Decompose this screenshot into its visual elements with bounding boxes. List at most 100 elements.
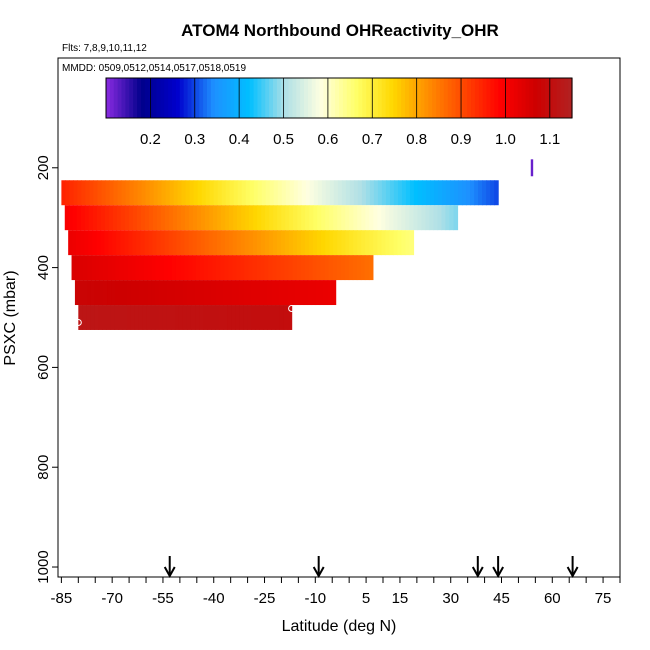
- data-cell: [244, 230, 250, 256]
- data-cell: [175, 280, 180, 306]
- data-cell: [325, 230, 330, 256]
- data-cell: [199, 280, 204, 306]
- data-cell: [434, 180, 439, 206]
- data-cell: [255, 280, 261, 306]
- data-cell: [333, 180, 339, 206]
- data-cell: [349, 180, 355, 206]
- colorbar: 0.2 0.3 0.4 0.5 0.6 0.7 0.8 0.9 1.0 1.1: [105, 77, 573, 148]
- data-cell: [186, 305, 192, 330]
- data-cell: [177, 180, 183, 206]
- data-cell: [417, 180, 423, 206]
- data-cell: [141, 180, 147, 206]
- data-cell: [292, 255, 298, 281]
- colorbar-tick-label: 0.7: [362, 131, 383, 148]
- data-cell: [111, 280, 116, 306]
- colorbar-segment: [373, 78, 379, 118]
- data-cell: [257, 205, 262, 231]
- data-cell: [337, 230, 342, 256]
- data-cell: [421, 205, 427, 231]
- data-cell: [273, 205, 278, 231]
- data-cell: [160, 230, 166, 256]
- data-cell: [132, 230, 138, 256]
- data-cell: [184, 205, 190, 231]
- data-cell: [486, 180, 491, 206]
- data-cell: [317, 230, 322, 256]
- colorbar-segment: [210, 78, 216, 118]
- data-cell: [273, 180, 279, 206]
- colorbar-segment: [179, 78, 185, 118]
- data-cell: [239, 305, 244, 330]
- data-cell: [162, 305, 168, 330]
- data-cell: [360, 255, 366, 281]
- data-cell: [188, 255, 193, 281]
- data-cell: [315, 280, 321, 306]
- colorbar-segment: [284, 78, 290, 118]
- data-cell: [361, 205, 366, 231]
- data-cell: [299, 280, 305, 306]
- data-cell: [129, 180, 135, 206]
- data-cell: [337, 205, 342, 231]
- chart-title: ATOM4 Northbound OHReactivity_OHR: [181, 21, 499, 40]
- data-cell: [209, 205, 214, 231]
- data-cell: [264, 255, 270, 281]
- data-cell: [248, 255, 253, 281]
- data-cell: [106, 305, 112, 330]
- data-cell: [176, 230, 182, 256]
- x-axis-label: Latitude (deg N): [282, 618, 397, 635]
- colorbar-segment: [471, 78, 476, 118]
- data-cell: [364, 255, 370, 281]
- colorbar-segment: [280, 78, 286, 118]
- data-cell: [300, 255, 306, 281]
- data-cell: [325, 205, 330, 231]
- data-cell: [184, 255, 189, 281]
- flight-arrows: [163, 556, 579, 579]
- data-cell: [145, 180, 151, 206]
- data-cell: [369, 205, 374, 231]
- data-cell: [405, 205, 411, 231]
- data-cell: [277, 205, 282, 231]
- data-cell: [344, 255, 350, 281]
- colorbar-segment: [203, 78, 208, 118]
- data-cell: [90, 305, 96, 330]
- x-tick-label: 45: [493, 590, 510, 607]
- data-cell: [313, 180, 319, 206]
- data-cell: [441, 205, 447, 231]
- colorbar-segment: [292, 78, 297, 118]
- data-cell: [190, 305, 196, 330]
- data-cell: [152, 205, 158, 231]
- data-cell: [368, 255, 374, 281]
- data-cell: [80, 205, 86, 231]
- data-cell: [103, 255, 109, 281]
- data-cell: [263, 305, 269, 330]
- x-tick-label: 60: [544, 590, 561, 607]
- colorbar-segment: [420, 78, 426, 118]
- x-tick-label: 15: [392, 590, 409, 607]
- data-cell: [225, 180, 231, 206]
- y-axis: 200 400 600 800 1000: [35, 155, 59, 584]
- data-cell: [171, 255, 177, 281]
- data-cell: [449, 205, 455, 231]
- data-cell: [490, 180, 495, 206]
- data-cell: [474, 180, 479, 206]
- data-cell: [79, 255, 85, 281]
- data-cell: [91, 255, 97, 281]
- data-cell: [320, 255, 326, 281]
- x-tick-label: 75: [595, 590, 612, 607]
- data-cell: [393, 230, 399, 256]
- data-cell: [288, 255, 294, 281]
- data-cell: [356, 255, 362, 281]
- data-cell: [93, 180, 99, 206]
- data-cell: [296, 255, 302, 281]
- data-cell: [305, 180, 311, 206]
- colorbar-segment: [218, 78, 224, 118]
- data-cell: [174, 305, 180, 330]
- colorbar-border: [105, 77, 573, 119]
- data-cell: [401, 180, 407, 206]
- colorbar-segment: [187, 78, 193, 118]
- data-cell: [224, 255, 229, 281]
- colorbar-segment: [172, 78, 177, 118]
- data-cell: [115, 280, 120, 306]
- data-cell: [98, 305, 104, 330]
- colorbar-segment: [117, 78, 123, 118]
- data-cell: [144, 205, 150, 231]
